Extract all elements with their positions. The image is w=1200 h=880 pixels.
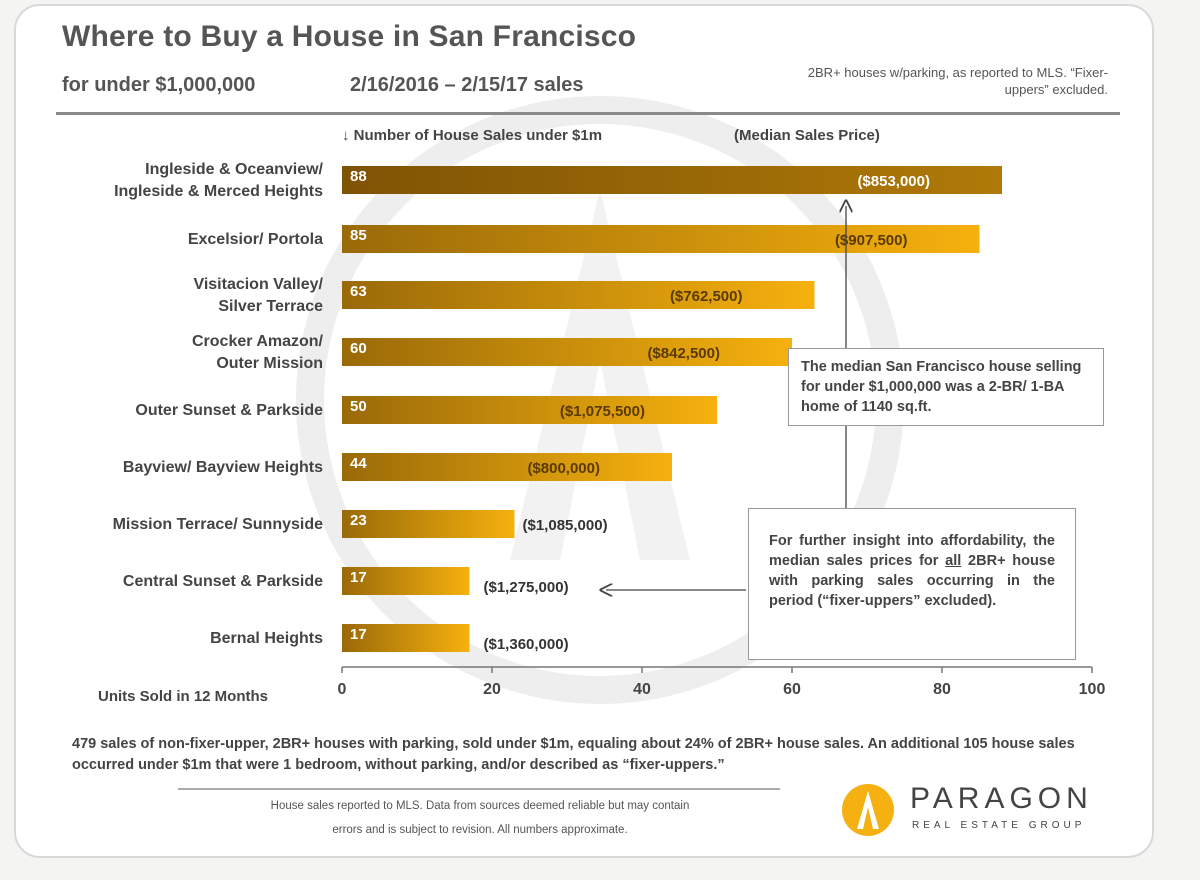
bar-value-label: 63 <box>350 283 367 300</box>
company-tagline: REAL ESTATE GROUP <box>912 820 1086 831</box>
page-title: Where to Buy a House in San Francisco <box>62 20 637 53</box>
x-tick-label: 40 <box>633 681 651 698</box>
bar-value-label: 17 <box>350 626 367 643</box>
category-label: Bayview/ Bayview Heights <box>123 459 323 476</box>
x-tick-label: 20 <box>483 681 501 698</box>
disclaimer-line-2: errors and is subject to revision. All n… <box>332 824 628 836</box>
category-label: Outer Sunset & Parkside <box>135 402 323 419</box>
x-tick-label: 80 <box>933 681 951 698</box>
disclaimer: House sales reported to MLS. Data from s… <box>200 794 760 842</box>
bar-value-label: 23 <box>350 512 367 529</box>
category-label: Mission Terrace/ Sunnyside <box>113 516 324 533</box>
x-tick-label: 60 <box>783 681 801 698</box>
company-logo-name: PARAGON <box>910 782 1093 815</box>
bar <box>342 510 515 538</box>
bar <box>342 281 815 309</box>
disclaimer-line-1: House sales reported to MLS. Data from s… <box>270 800 690 812</box>
category-label: Outer Mission <box>216 355 323 372</box>
insight-text-end: 2BR+ house with parking sales occurring … <box>769 553 1056 609</box>
bar-value-label: 85 <box>350 227 367 244</box>
subtitle: for under $1,000,000 <box>62 74 256 96</box>
median-price-label: ($1,075,500) <box>560 403 645 420</box>
bar <box>342 338 792 366</box>
category-label: Excelsior/ Portola <box>188 231 323 248</box>
bar-value-label: 44 <box>350 455 367 472</box>
median-price-label: ($800,000) <box>527 460 600 477</box>
date-range: 2/16/2016 – 2/15/17 sales <box>350 74 584 96</box>
scope-note: 2BR+ houses w/parking, as reported to ML… <box>807 65 1108 97</box>
median-price-label: ($762,500) <box>670 288 743 305</box>
insight-text-start: For further insight into affordability, … <box>769 533 1055 569</box>
median-price-label: ($1,275,000) <box>484 579 569 596</box>
category-label: Bernal Heights <box>210 630 323 647</box>
paragon-logo-icon <box>842 784 894 836</box>
price-label: (Median Sales Price) <box>734 127 880 144</box>
median-price-label: ($853,000) <box>857 173 930 190</box>
bar <box>342 225 980 253</box>
category-label: Central Sunset & Parkside <box>123 573 323 590</box>
bar-value-label: 88 <box>350 168 367 185</box>
bar-value-label: 17 <box>350 569 367 586</box>
x-tick-label: 0 <box>338 681 347 698</box>
x-axis-label: Units Sold in 12 Months <box>98 688 268 705</box>
bar <box>342 567 470 595</box>
median-price-label: ($907,500) <box>835 232 908 249</box>
bar-value-label: 50 <box>350 398 367 415</box>
bar <box>342 453 672 481</box>
category-label: Visitacion Valley/ <box>193 276 323 293</box>
header-divider <box>56 112 1120 115</box>
series-label: ↓ Number of House Sales under $1m <box>342 127 602 144</box>
category-label: Silver Terrace <box>218 298 323 315</box>
category-label: Ingleside & Merced Heights <box>114 183 323 200</box>
insight-callout: For further insight into affordability, … <box>748 508 1076 660</box>
median-price-label: ($842,500) <box>647 345 720 362</box>
x-tick-label: 100 <box>1079 681 1106 698</box>
insight-emphasis: all <box>945 553 962 569</box>
median-price-label: ($1,360,000) <box>484 636 569 653</box>
bar <box>342 624 470 652</box>
median-price-label: ($1,085,000) <box>523 517 608 534</box>
bar <box>342 166 1002 194</box>
median-house-callout: The median San Francisco house selling f… <box>788 348 1104 426</box>
bar <box>342 396 717 424</box>
footer-divider <box>178 788 780 790</box>
bar-value-label: 60 <box>350 340 367 357</box>
category-label: Ingleside & Oceanview/ <box>145 161 323 178</box>
category-label: Crocker Amazon/ <box>192 333 324 350</box>
sales-footnote: 479 sales of non-fixer-upper, 2BR+ house… <box>72 736 1075 773</box>
